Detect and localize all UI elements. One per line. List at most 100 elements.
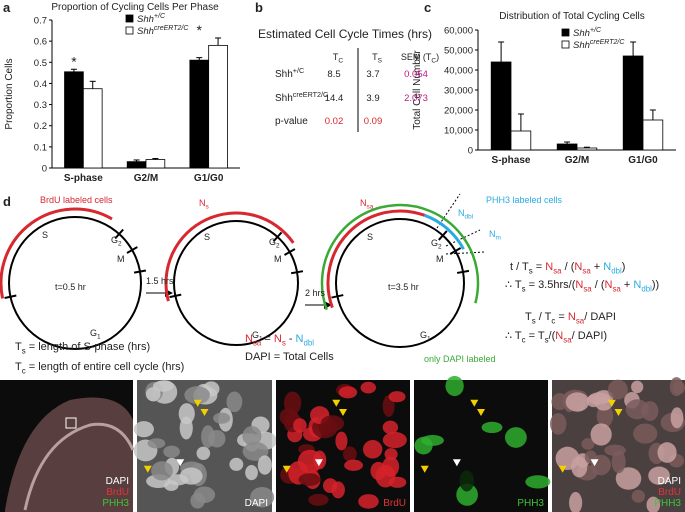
text-run: N bbox=[574, 261, 582, 273]
cell-blob bbox=[481, 421, 503, 434]
channel-label: PHH3 bbox=[654, 498, 681, 509]
cell-blob bbox=[245, 465, 258, 481]
legend-sup: creERT2/C bbox=[154, 25, 189, 32]
text-run: ∴ T bbox=[505, 279, 522, 291]
legend-swatch bbox=[125, 14, 134, 23]
diagram-label: 1.5 hrs bbox=[146, 276, 174, 286]
cell-blob bbox=[565, 392, 590, 412]
row-label: p-value bbox=[275, 116, 308, 127]
text-run: ∴ T bbox=[505, 330, 522, 342]
text-run: M bbox=[274, 254, 282, 264]
cell-blob bbox=[360, 381, 376, 394]
diagram-label: t / Ts = Nsa / (Nsa + Ndbl) bbox=[510, 261, 625, 275]
text-run: N bbox=[633, 279, 641, 291]
text-run: G bbox=[111, 235, 118, 245]
text-run: 2 bbox=[118, 241, 122, 248]
text-run: s bbox=[282, 338, 286, 347]
text-run: N bbox=[360, 198, 367, 208]
table-cell: 14.4 bbox=[325, 93, 344, 104]
text-run: sa bbox=[582, 266, 591, 275]
error-bar bbox=[517, 113, 524, 131]
arrowhead bbox=[143, 465, 152, 473]
text-run: DAPI bbox=[658, 476, 681, 487]
y-tick-label: 0.2 bbox=[34, 121, 47, 132]
y-tick-label: 0 bbox=[468, 146, 473, 157]
error-bar bbox=[564, 141, 571, 144]
text-run: s bbox=[522, 284, 526, 293]
text-run: C bbox=[431, 58, 436, 65]
cell-blob bbox=[382, 431, 407, 449]
diagram-label: ∴ Ts = 3.5hrs/(Nsa / (Nsa + Ndbl)) bbox=[505, 279, 659, 293]
channel-label: BrdU bbox=[106, 487, 129, 498]
cycle-arc bbox=[326, 209, 426, 309]
text-run: Shh bbox=[275, 93, 293, 104]
text-run: DAPI bbox=[245, 498, 268, 509]
cell-blob bbox=[164, 480, 179, 491]
text-run: T bbox=[372, 52, 378, 62]
table-cell: 3.7 bbox=[366, 69, 379, 80]
diagram-label: Ts / Tc = Nsa/ DAPI bbox=[525, 311, 616, 325]
text-run: 3.9 bbox=[366, 93, 379, 104]
tissue bbox=[5, 397, 133, 512]
text-run: / ( bbox=[592, 279, 605, 291]
diagram-label: S bbox=[204, 232, 210, 242]
cell-blob bbox=[604, 444, 626, 456]
cell-blob bbox=[505, 427, 527, 448]
text-run: dbl bbox=[611, 266, 622, 275]
phase-tick bbox=[169, 293, 182, 299]
diagram-label: G1 bbox=[252, 330, 263, 343]
y-tick-label: 10,000 bbox=[444, 126, 473, 137]
bar bbox=[556, 143, 578, 151]
text-run: c bbox=[522, 335, 526, 344]
text-run: C bbox=[338, 58, 343, 65]
text-run: dbl bbox=[641, 284, 652, 293]
text-run: = bbox=[261, 333, 274, 345]
text-run: sa bbox=[612, 284, 621, 293]
text-run: N bbox=[605, 279, 613, 291]
legend-swatch bbox=[561, 40, 570, 49]
panel-label: a bbox=[3, 0, 11, 15]
cell-blob bbox=[358, 494, 379, 509]
diagram-label: ∴ Tc = Ts/(Nsa/ DAPI) bbox=[505, 330, 607, 344]
diagram-label: M bbox=[117, 254, 125, 264]
guide-line bbox=[445, 251, 486, 255]
cell-blob bbox=[178, 403, 195, 425]
cell-blob bbox=[279, 408, 299, 426]
cell-blob bbox=[525, 475, 551, 489]
table-cell: 0.054 bbox=[404, 69, 428, 80]
table-cell: 3.9 bbox=[366, 93, 379, 104]
text-run: G bbox=[431, 238, 438, 248]
text-run: ) bbox=[436, 52, 439, 62]
cell-blob bbox=[179, 467, 203, 485]
text-run: N bbox=[568, 311, 576, 323]
text-run: s bbox=[532, 316, 536, 325]
cell-cycle bbox=[8, 216, 142, 350]
text-run: 2 bbox=[276, 243, 280, 250]
cell-blob bbox=[226, 391, 243, 413]
text-run: N bbox=[245, 333, 253, 345]
phase-tick bbox=[456, 269, 470, 274]
text-run: N bbox=[199, 198, 206, 208]
cell-blob bbox=[163, 445, 180, 458]
text-run: dbl bbox=[304, 338, 315, 347]
text-run: ) bbox=[622, 261, 626, 273]
column-header: TS bbox=[372, 52, 383, 65]
text-run: s bbox=[206, 204, 209, 211]
text-run: G bbox=[269, 237, 276, 247]
error-bar bbox=[583, 146, 590, 148]
tissue-layer bbox=[23, 422, 135, 511]
diagram-label: S bbox=[42, 230, 48, 240]
text-run: DAPI bbox=[106, 476, 129, 487]
cell-blob bbox=[646, 496, 661, 512]
cell-blob bbox=[344, 459, 363, 471]
cycle-arc bbox=[164, 211, 295, 302]
text-run: s bbox=[545, 335, 549, 344]
channel-label: DAPI bbox=[658, 476, 681, 487]
text-run: /( bbox=[549, 330, 556, 342]
text-run: sa bbox=[553, 266, 562, 275]
legend-sup: +/C bbox=[590, 27, 602, 34]
legend-name: Shh bbox=[137, 14, 154, 25]
text-run: +/C bbox=[293, 66, 304, 75]
y-tick-label: 50,000 bbox=[444, 46, 473, 57]
y-tick-label: 40,000 bbox=[444, 66, 473, 77]
